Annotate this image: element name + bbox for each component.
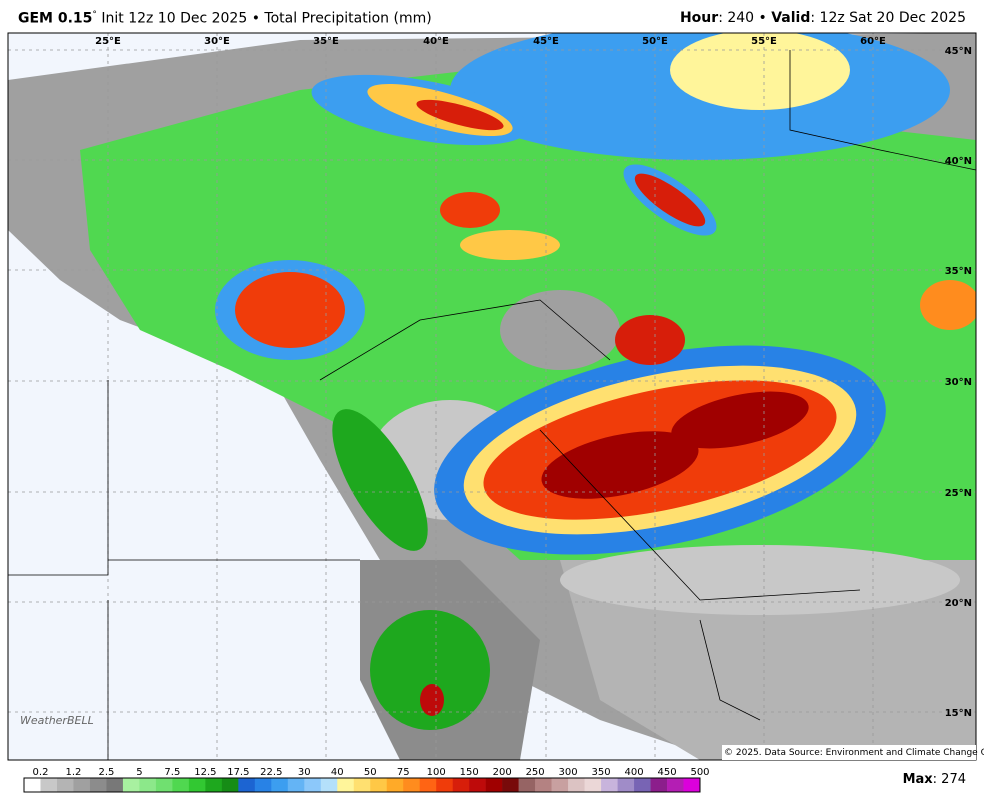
hour-label: Hour <box>679 10 719 26</box>
precip-field <box>8 33 976 760</box>
colorbar-cell <box>304 778 322 792</box>
colorbar-cell <box>436 778 453 792</box>
copyright: © 2025. Data Source: Environment and Cli… <box>724 748 984 758</box>
colorbar-cell <box>617 778 635 792</box>
borders <box>8 50 977 760</box>
colorbar-label: 350 <box>592 767 611 778</box>
map-frame <box>7 32 977 761</box>
colorbar-cell <box>667 778 684 792</box>
colorbar-cell <box>221 778 239 792</box>
colorbar-cell <box>122 778 140 792</box>
colorbar-cell <box>320 778 338 792</box>
colorbar-label: 40 <box>331 767 344 778</box>
colorbar-cell <box>188 778 206 792</box>
colorbar-cell <box>172 778 190 792</box>
colorbar-cell <box>518 778 536 792</box>
degree: ° <box>92 10 97 20</box>
colorbar-cell <box>337 778 355 792</box>
colorbar-cell <box>535 778 552 792</box>
valid-label: Valid <box>771 10 811 26</box>
colorbar-cell <box>419 778 437 792</box>
lat-label: 30°N <box>945 377 972 388</box>
lon-label: 25°E <box>95 36 121 47</box>
colorbar-cell <box>205 778 223 792</box>
colorbar-cell <box>139 778 157 792</box>
colorbar-cell <box>24 778 41 792</box>
colorbar-cell <box>634 778 651 792</box>
colorbar-cell <box>568 778 585 792</box>
colorbar-cell <box>254 778 272 792</box>
logo: WeatherBELL <box>20 714 94 727</box>
lat-label: 20°N <box>945 598 972 609</box>
colorbar-cell <box>683 778 701 792</box>
colorbar-cell <box>452 778 470 792</box>
colorbar-cell <box>502 778 519 792</box>
colorbar-cell <box>403 778 421 792</box>
colorbar-cell <box>650 778 668 792</box>
colorbar-label: 450 <box>657 767 676 778</box>
colorbar-cell <box>73 778 91 792</box>
lat-label: 40°N <box>945 156 972 167</box>
colorbar-label: 17.5 <box>227 767 249 778</box>
lon-label: 35°E <box>313 36 339 47</box>
lon-label: 50°E <box>642 36 668 47</box>
max: Max: 274 <box>903 772 966 787</box>
graticule <box>8 33 976 760</box>
lon-label: 60°E <box>860 36 886 47</box>
colorbar-label: 400 <box>625 767 644 778</box>
colorbar-label: 22.5 <box>260 767 282 778</box>
colorbar-label: 7.5 <box>164 767 180 778</box>
colorbar-label: 500 <box>690 767 709 778</box>
colorbar-label: 5 <box>136 767 142 778</box>
colorbar-label: 30 <box>298 767 311 778</box>
lat-label: 15°N <box>945 708 972 719</box>
model: GEM 0.15 <box>18 10 93 27</box>
colorbar-label: 75 <box>397 767 410 778</box>
colorbar-label: 200 <box>493 767 512 778</box>
max-value: : 274 <box>932 772 966 787</box>
lon-label: 45°E <box>533 36 559 47</box>
colorbar-cell <box>56 778 74 792</box>
colorbar-cell <box>601 778 618 792</box>
colorbar-label: 12.5 <box>194 767 216 778</box>
lat-label: 25°N <box>945 488 972 499</box>
colorbar-label: 0.2 <box>33 767 49 778</box>
colorbar-label: 300 <box>559 767 578 778</box>
colorbar-cell <box>238 778 256 792</box>
colorbar-cell <box>40 778 58 792</box>
header-right: Hour: 240 • Valid: 12z Sat 20 Dec 2025 <box>680 10 966 26</box>
lon-label: 30°E <box>204 36 230 47</box>
copyright-bg <box>722 745 976 760</box>
colorbar-label: 2.5 <box>98 767 114 778</box>
colorbar-cell <box>469 778 486 792</box>
max-label: Max <box>902 772 933 787</box>
colorbar-cell <box>106 778 124 792</box>
hour-value: : 240 • <box>718 10 772 26</box>
lat-label: 35°N <box>945 266 972 277</box>
colorbar-cell <box>287 778 305 792</box>
colorbar-frame <box>23 777 701 793</box>
colorbar-cell <box>485 778 503 792</box>
lon-label: 40°E <box>423 36 449 47</box>
lon-label: 55°E <box>751 36 777 47</box>
colorbar-cell <box>386 778 404 792</box>
colorbar-cell <box>89 778 107 792</box>
colorbar-cell <box>370 778 388 792</box>
colorbar-label: 150 <box>460 767 479 778</box>
colorbar-label: 1.2 <box>66 767 82 778</box>
init: Init 12z 10 Dec 2025 • Total Precipitati… <box>101 10 432 27</box>
valid-value: : 12z Sat 20 Dec 2025 <box>810 10 966 26</box>
colorbar-label: 250 <box>526 767 545 778</box>
colorbar-cell <box>271 778 289 792</box>
colorbar-cell <box>551 778 569 792</box>
lat-label: 45°N <box>945 46 972 57</box>
header-left: GEM 0.15° Init 12z 10 Dec 2025 • Total P… <box>18 10 432 27</box>
colorbar-cell <box>155 778 173 792</box>
colorbar-label: 100 <box>427 767 446 778</box>
colorbar-label: 50 <box>364 767 377 778</box>
colorbar-cell <box>584 778 602 792</box>
colorbar-cell <box>353 778 371 792</box>
